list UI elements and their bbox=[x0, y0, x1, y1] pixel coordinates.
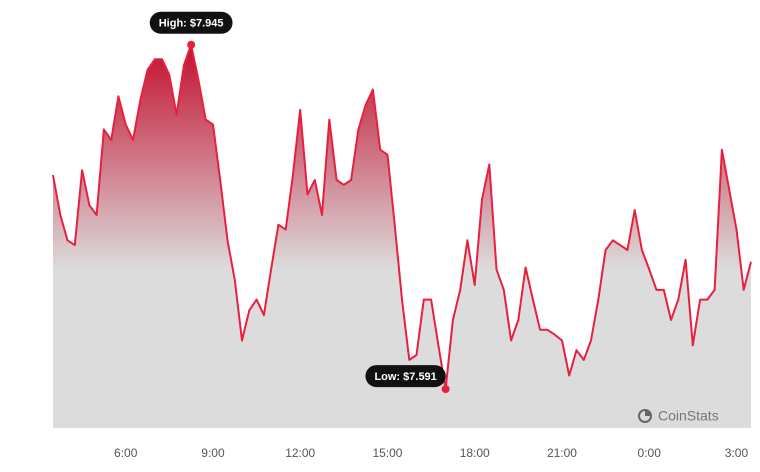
watermark-icon bbox=[638, 409, 652, 423]
x-tick-label: 12:00 bbox=[285, 446, 315, 460]
x-tick-label: 0:00 bbox=[638, 446, 662, 460]
x-tick-label: 3:00 bbox=[725, 446, 749, 460]
extreme-point bbox=[187, 40, 196, 49]
annotation: High: $7.945 bbox=[149, 11, 233, 34]
extreme-point bbox=[441, 385, 450, 394]
area bbox=[53, 44, 751, 428]
annotation-text: High: $7.945 bbox=[159, 18, 224, 30]
x-tick-label: 18:00 bbox=[460, 446, 490, 460]
watermark: CoinStats bbox=[658, 408, 719, 424]
x-tick-label: 6:00 bbox=[114, 446, 138, 460]
annotation-box bbox=[149, 11, 233, 34]
annotation-box bbox=[365, 365, 446, 388]
annotation-text: Low: $7.591 bbox=[374, 371, 436, 383]
line bbox=[52, 43, 752, 391]
x-tick-label: 15:00 bbox=[372, 446, 402, 460]
x-tick-label: 9:00 bbox=[201, 446, 225, 460]
annotation: Low: $7.591 bbox=[365, 365, 446, 388]
x-tick-label: 21:00 bbox=[547, 446, 577, 460]
